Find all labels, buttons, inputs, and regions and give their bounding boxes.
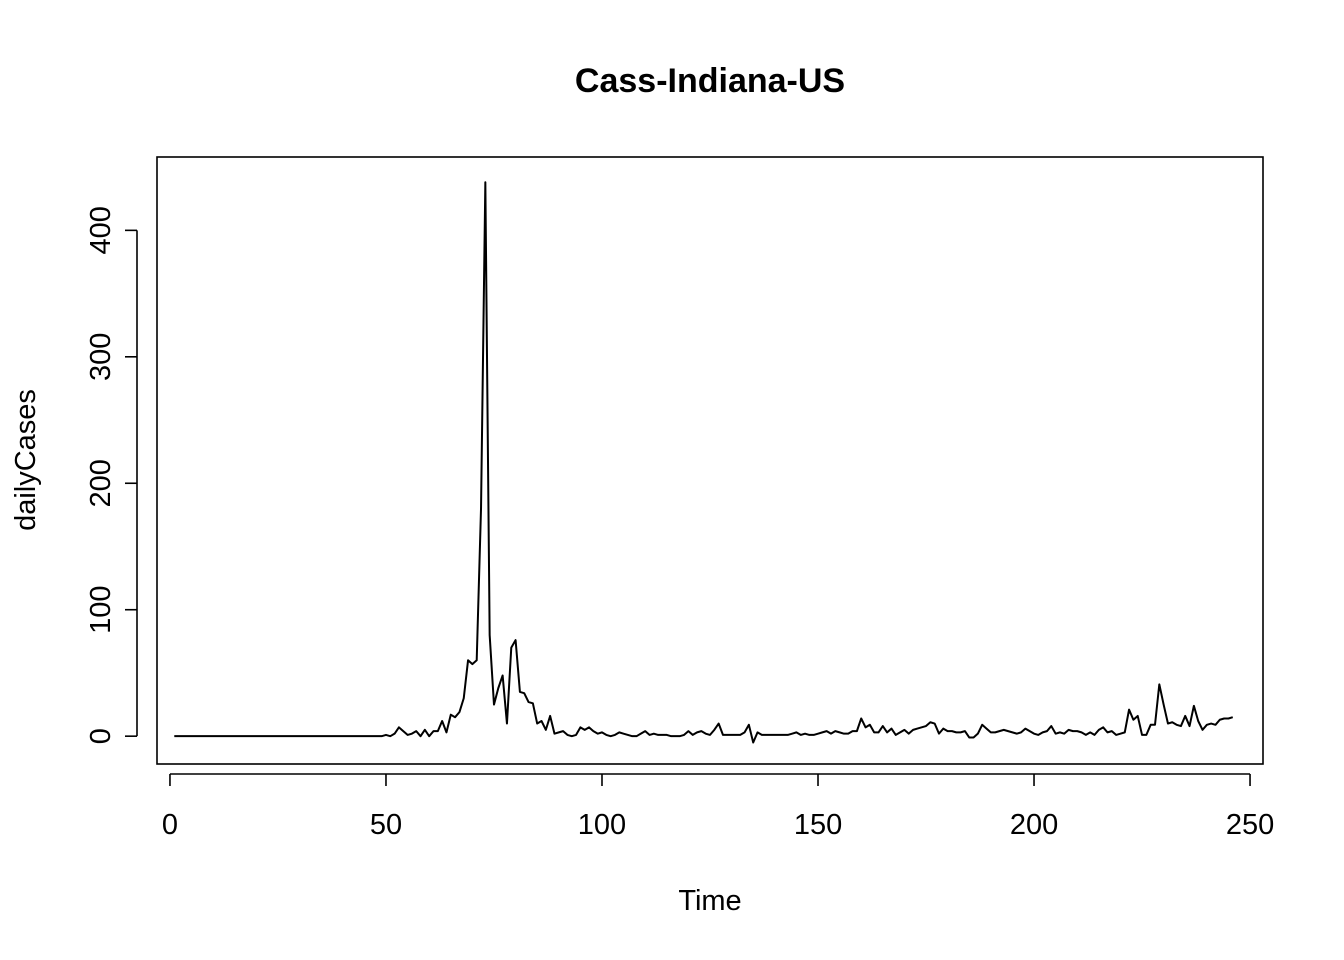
x-tick-label: 0 [162,809,178,841]
y-tick-label: 400 [85,206,117,254]
series-line-daily-cases [174,181,1234,744]
y-axis: 0 100 200 300 400 [85,206,138,744]
x-tick-label: 200 [1010,809,1058,841]
x-tick-label: 250 [1226,809,1274,841]
x-tick-label: 150 [794,809,842,841]
plot-box [156,156,1264,765]
y-tick-label: 0 [85,728,117,744]
y-axis-title: dailyCases [10,389,42,531]
x-axis-title: Time [678,885,741,917]
y-tick-label: 200 [85,459,117,507]
y-tick-label: 300 [85,333,117,381]
x-axis: 0 50 100 150 200 250 [162,773,1274,841]
x-tick-label: 50 [370,809,402,841]
x-tick-label: 100 [578,809,626,841]
y-tick-label: 100 [85,586,117,634]
chart-title: Cass-Indiana-US [575,62,845,100]
